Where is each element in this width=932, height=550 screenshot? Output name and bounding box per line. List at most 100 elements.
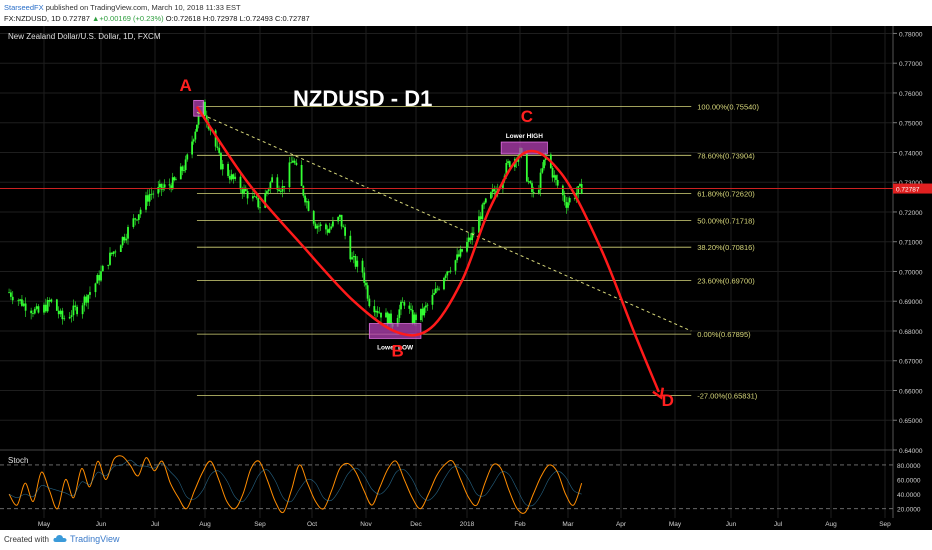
candle-body bbox=[472, 232, 475, 234]
candle-body bbox=[319, 224, 322, 227]
time-tick-label: Jun bbox=[726, 521, 737, 528]
candle-body bbox=[537, 189, 540, 193]
candle-body bbox=[137, 214, 140, 220]
candle-body bbox=[146, 195, 149, 202]
candle-body bbox=[295, 162, 298, 165]
price-change: +0.00169 (+0.23%) bbox=[99, 14, 164, 23]
candle-body bbox=[197, 115, 200, 125]
stoch-tick-label: 40.0000 bbox=[897, 492, 921, 499]
price-tick-label: 0.67000 bbox=[899, 359, 923, 366]
candle-body bbox=[304, 195, 306, 203]
candle-body bbox=[307, 201, 310, 211]
candle-body bbox=[577, 185, 580, 193]
candle-body bbox=[50, 299, 53, 302]
candle-body bbox=[158, 183, 161, 187]
chart-header: StarseedFX published on TradingView.com,… bbox=[0, 0, 932, 26]
price-chart[interactable]: New Zealand Dollar/U.S. Dollar, 1D, FXCM… bbox=[0, 26, 932, 530]
candle-body bbox=[543, 159, 545, 169]
candle-body bbox=[400, 301, 402, 310]
published-text: published on TradingView.com, March 10, … bbox=[45, 3, 241, 12]
fib-level-label: 78.60%(0.73904) bbox=[697, 151, 755, 160]
candle-body bbox=[11, 296, 14, 301]
candle-body bbox=[43, 304, 45, 313]
candle-body bbox=[567, 202, 569, 208]
candle-body bbox=[373, 306, 376, 313]
last-price-tag-bg bbox=[893, 183, 932, 194]
candle-body bbox=[444, 275, 447, 278]
candle-body bbox=[98, 275, 101, 281]
candle-body bbox=[85, 296, 88, 303]
publish-info: StarseedFX published on TradingView.com,… bbox=[4, 3, 241, 12]
price-tick-label: 0.77000 bbox=[899, 61, 923, 68]
price-tick-label: 0.69000 bbox=[899, 299, 923, 306]
time-tick-label: Apr bbox=[616, 521, 627, 528]
candle-body bbox=[375, 311, 377, 313]
created-with-text: Created with bbox=[4, 535, 49, 544]
time-tick-label: May bbox=[669, 521, 682, 528]
candle-body bbox=[100, 271, 102, 281]
trendline[interactable] bbox=[196, 111, 692, 332]
candle-body bbox=[221, 163, 224, 170]
time-tick-label: Jun bbox=[96, 521, 107, 528]
candle-body bbox=[408, 305, 411, 309]
candle-body bbox=[196, 124, 198, 132]
candle-body bbox=[385, 312, 387, 318]
publisher-link[interactable]: StarseedFX bbox=[4, 3, 44, 12]
candle-body bbox=[204, 101, 206, 116]
candle-body bbox=[403, 302, 406, 306]
time-tick-label: Mar bbox=[562, 521, 574, 528]
candle-body bbox=[194, 131, 197, 140]
candle-body bbox=[46, 300, 49, 312]
candle-body bbox=[461, 249, 463, 252]
time-axis[interactable]: May Jun Jul Aug Sep Oct Nov Dec 2018 Feb Mar Apr May… bbox=[38, 521, 891, 528]
candle-body bbox=[271, 177, 274, 183]
candle-body bbox=[35, 306, 38, 309]
candle-body bbox=[279, 191, 282, 192]
candle-body bbox=[478, 216, 480, 233]
candle-body bbox=[338, 214, 341, 217]
candle-body bbox=[431, 294, 434, 305]
candle-body bbox=[63, 318, 66, 320]
candle-body bbox=[19, 299, 21, 301]
projection-curve[interactable] bbox=[195, 105, 660, 393]
candle-body bbox=[541, 168, 544, 173]
candle-body bbox=[326, 229, 329, 233]
candle-body bbox=[269, 182, 272, 190]
candle-body bbox=[484, 198, 487, 203]
candle-body bbox=[173, 177, 176, 181]
candle-body bbox=[181, 166, 184, 171]
ohlc-high: H:0.72978 bbox=[202, 14, 238, 23]
point-label-c: C bbox=[521, 107, 533, 126]
candle-body bbox=[246, 191, 249, 199]
candle-body bbox=[401, 301, 404, 303]
fib-level-label: 38.20%(0.70816) bbox=[697, 243, 755, 252]
candle-body bbox=[220, 153, 222, 170]
candle-body bbox=[565, 202, 568, 208]
candle-body bbox=[288, 162, 291, 188]
candle-body bbox=[479, 216, 482, 220]
candle-body bbox=[424, 305, 427, 308]
candle-body bbox=[179, 166, 182, 180]
candle-body bbox=[366, 285, 369, 299]
candle-body bbox=[456, 254, 459, 261]
tradingview-brand[interactable]: TradingView bbox=[70, 534, 120, 544]
stoch-d-line bbox=[8, 459, 582, 507]
candle-body bbox=[72, 305, 75, 316]
candle-body bbox=[532, 192, 535, 193]
candle-body bbox=[446, 271, 449, 276]
candle-body bbox=[539, 172, 542, 190]
time-tick-label: Jul bbox=[151, 521, 160, 528]
candle-body bbox=[276, 177, 279, 190]
time-tick-label: Oct bbox=[307, 521, 317, 528]
candle-body bbox=[252, 196, 254, 199]
fibonacci-retracement[interactable]: 100.00%(0.75540) 78.60%(0.73904) 61.80%(0.… bbox=[196, 103, 760, 401]
candle-body bbox=[300, 164, 303, 187]
candle-body bbox=[312, 210, 315, 224]
candle-body bbox=[123, 236, 126, 241]
instrument-label: New Zealand Dollar/U.S. Dollar, 1D, FXCM bbox=[8, 32, 161, 41]
stoch-tick-label: 60.0000 bbox=[897, 478, 921, 485]
price-tick-label: 0.72000 bbox=[899, 210, 923, 217]
candle-body bbox=[186, 154, 189, 160]
candle-body bbox=[74, 305, 77, 307]
ohlc-close: C:0.72787 bbox=[275, 14, 310, 23]
